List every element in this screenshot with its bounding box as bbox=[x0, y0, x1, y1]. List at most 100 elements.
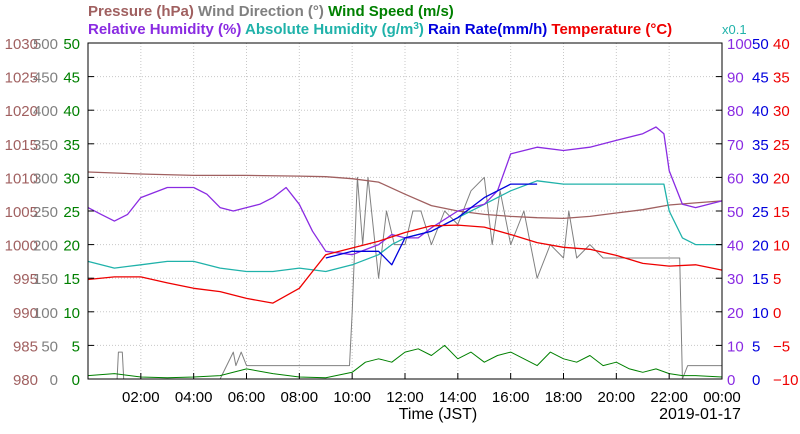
y-tick-label-pressure: 1020 bbox=[5, 103, 38, 120]
y-tick-label-humidity: 20 bbox=[727, 305, 744, 322]
y-tick-label-rain-rate: 15 bbox=[752, 271, 769, 288]
y-tick-label-rain-rate: 0 bbox=[752, 372, 760, 389]
y-tick-label-rain-rate: 40 bbox=[752, 103, 769, 120]
x-tick-label: 06:00 bbox=[228, 389, 266, 406]
y-tick-label-pressure: 1015 bbox=[5, 137, 38, 154]
y-tick-label-wind-speed: 0 bbox=[72, 372, 80, 389]
x-tick-label: 00:00 bbox=[703, 389, 741, 406]
y-tick-label-rain-rate: 30 bbox=[752, 170, 769, 187]
y-tick-label-pressure: 995 bbox=[13, 271, 38, 288]
series-line-wind-direction bbox=[88, 176, 722, 380]
legend-text: Pressure (hPa) Wind Direction (°) Wind S… bbox=[88, 3, 454, 20]
x-tick-label: 16:00 bbox=[492, 389, 530, 406]
y-tick-label-wind-direction: 250 bbox=[33, 204, 58, 221]
y-tick-label-wind-direction: 300 bbox=[33, 170, 58, 187]
y-tick-label-humidity: 80 bbox=[727, 103, 744, 120]
y-tick-label-temperature: −10 bbox=[773, 372, 798, 389]
y-tick-label-pressure: 1000 bbox=[5, 238, 38, 255]
y-tick-label-wind-speed: 35 bbox=[63, 137, 80, 154]
legend-row-2: Relative Humidity (%) Absolute Humidity … bbox=[88, 21, 672, 39]
y-tick-label-wind-direction: 0 bbox=[50, 372, 58, 389]
x-tick-label: 20:00 bbox=[598, 389, 636, 406]
series-layer bbox=[87, 126, 723, 380]
y-tick-label-rain-rate: 10 bbox=[752, 305, 769, 322]
y-tick-label-wind-direction: 400 bbox=[33, 103, 58, 120]
y-tick-label-temperature: 25 bbox=[773, 137, 790, 154]
legend-superscript: 3 bbox=[413, 21, 419, 32]
x-tick-label: 14:00 bbox=[439, 389, 477, 406]
y-tick-label-pressure: 1010 bbox=[5, 170, 38, 187]
legend-entry: Wind Direction (°) bbox=[194, 3, 324, 20]
y-tick-label-rain-rate: 35 bbox=[752, 137, 769, 154]
x-tick-label: 02:00 bbox=[122, 389, 160, 406]
legend-entry: Rain Rate(mm/h) bbox=[424, 21, 547, 38]
x-axis-label: Time (JST) bbox=[399, 406, 478, 423]
legend-entry: Absolute Humidity (g/m bbox=[241, 21, 413, 38]
x-tick-label: 18:00 bbox=[545, 389, 583, 406]
y-tick-label-humidity: 100 bbox=[727, 36, 752, 53]
y-axes: 1030102510201015101010051000995990985980… bbox=[5, 36, 799, 389]
x-tick-labels: 02:00 04:00 06:00 08:00 10:00 12:00 14:00 16:00… bbox=[122, 373, 741, 406]
series-line-temperature bbox=[87, 224, 723, 304]
y-tick-label-temperature: 10 bbox=[773, 238, 790, 255]
y-tick-label-humidity: 90 bbox=[727, 70, 744, 87]
x-tick-label: 08:00 bbox=[281, 389, 319, 406]
y-tick-label-temperature: 35 bbox=[773, 70, 790, 87]
y-tick-label-wind-speed: 15 bbox=[63, 271, 80, 288]
y-tick-label-wind-speed: 20 bbox=[63, 238, 80, 255]
y-tick-label-wind-direction: 350 bbox=[33, 137, 58, 154]
x-tick-label: 10:00 bbox=[333, 389, 371, 406]
y-tick-label-temperature: 30 bbox=[773, 103, 790, 120]
y-tick-label-wind-direction: 150 bbox=[33, 271, 58, 288]
y-tick-label-temperature: 5 bbox=[773, 271, 781, 288]
y-tick-label-humidity: 50 bbox=[727, 204, 744, 221]
y-tick-label-wind-direction: 500 bbox=[33, 36, 58, 53]
y-tick-label-pressure: 1005 bbox=[5, 204, 38, 221]
legend-entry: Pressure (hPa) bbox=[88, 3, 194, 20]
legend-row-1: Pressure (hPa) Wind Direction (°) Wind S… bbox=[88, 3, 454, 20]
y-tick-label-wind-speed: 10 bbox=[63, 305, 80, 322]
legend-entry: Relative Humidity (%) bbox=[88, 21, 241, 38]
y-tick-label-wind-direction: 450 bbox=[33, 70, 58, 87]
y-tick-label-pressure: 1025 bbox=[5, 70, 38, 87]
y-tick-label-wind-speed: 5 bbox=[72, 338, 80, 355]
y-tick-label-humidity: 40 bbox=[727, 238, 744, 255]
y-tick-label-pressure: 1030 bbox=[5, 36, 38, 53]
y-tick-label-temperature: −5 bbox=[773, 338, 790, 355]
y-tick-label-humidity: 0 bbox=[727, 372, 735, 389]
legend-text: Relative Humidity (%) Absolute Humidity … bbox=[88, 21, 672, 39]
y-tick-label-wind-speed: 25 bbox=[63, 204, 80, 221]
y-tick-label-wind-speed: 40 bbox=[63, 103, 80, 120]
y-tick-label-pressure: 980 bbox=[13, 372, 38, 389]
y-tick-label-temperature: 0 bbox=[773, 305, 781, 322]
y-tick-label-rain-rate: 5 bbox=[752, 338, 760, 355]
scale-note: x0.1 bbox=[722, 22, 747, 37]
y-tick-label-wind-direction: 200 bbox=[33, 238, 58, 255]
y-tick-label-wind-speed: 50 bbox=[63, 36, 80, 53]
y-tick-label-humidity: 10 bbox=[727, 338, 744, 355]
y-tick-label-wind-direction: 100 bbox=[33, 305, 58, 322]
legend-entry: Temperature (°C) bbox=[547, 21, 672, 38]
date-label: 2019-01-17 bbox=[659, 406, 741, 423]
y-tick-label-rain-rate: 20 bbox=[752, 238, 769, 255]
y-tick-label-wind-direction: 50 bbox=[41, 338, 58, 355]
x-tick-label: 04:00 bbox=[175, 389, 213, 406]
legend-entry: Wind Speed (m/s) bbox=[324, 3, 454, 20]
x-tick-label: 12:00 bbox=[386, 389, 424, 406]
y-tick-label-wind-speed: 45 bbox=[63, 70, 80, 87]
y-tick-label-temperature: 40 bbox=[773, 36, 790, 53]
x-tick-label: 22:00 bbox=[650, 389, 688, 406]
y-tick-label-humidity: 70 bbox=[727, 137, 744, 154]
y-tick-label-pressure: 990 bbox=[13, 305, 38, 322]
y-tick-label-humidity: 60 bbox=[727, 170, 744, 187]
legend-tail: ) bbox=[419, 21, 424, 38]
y-tick-label-wind-speed: 30 bbox=[63, 170, 80, 187]
y-tick-label-pressure: 985 bbox=[13, 338, 38, 355]
y-tick-label-rain-rate: 25 bbox=[752, 204, 769, 221]
y-tick-label-temperature: 20 bbox=[773, 170, 790, 187]
y-tick-label-temperature: 15 bbox=[773, 204, 790, 221]
y-tick-label-rain-rate: 45 bbox=[752, 70, 769, 87]
y-tick-label-humidity: 30 bbox=[727, 271, 744, 288]
series-line-rain-rate bbox=[325, 183, 538, 266]
